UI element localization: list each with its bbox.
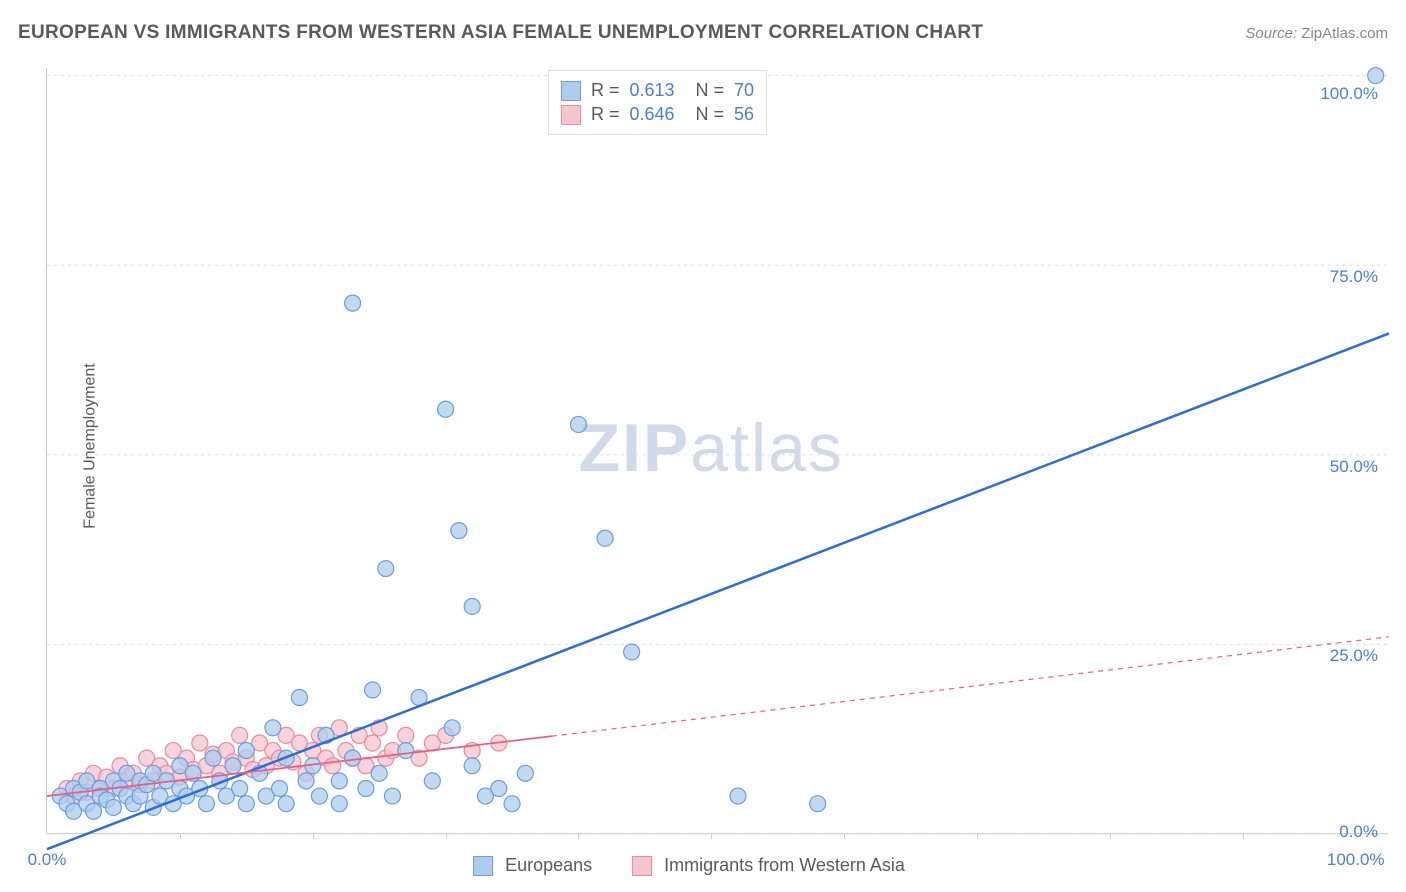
x-tick-label-100: 100.0% (1327, 850, 1385, 870)
legend-n-value: 56 (734, 104, 754, 125)
y-tick-label: 75.0% (1330, 267, 1378, 287)
legend-r-label: R = (591, 80, 620, 101)
legend-top: R = 0.613 N = 70 R = 0.646 N = 56 (548, 70, 767, 135)
header: EUROPEAN VS IMMIGRANTS FROM WESTERN ASIA… (18, 22, 1388, 44)
legend-r-value: 0.613 (630, 80, 686, 101)
legend-label: Immigrants from Western Asia (664, 855, 905, 876)
source-value: ZipAtlas.com (1301, 25, 1388, 42)
legend-bottom: Europeans Immigrants from Western Asia (473, 855, 933, 876)
source-label: Source: (1245, 25, 1297, 42)
legend-swatch (473, 856, 493, 876)
legend-n-label: N = (696, 104, 725, 125)
legend-row: R = 0.646 N = 56 (561, 104, 754, 125)
legend-label: Europeans (505, 855, 592, 876)
x-tick-mark (1110, 833, 1111, 839)
legend-r-label: R = (591, 104, 620, 125)
x-tick-mark (578, 833, 579, 839)
x-tick-mark (711, 833, 712, 839)
y-tick-label: 50.0% (1330, 457, 1378, 477)
legend-n-label: N = (696, 80, 725, 101)
legend-swatch (561, 105, 581, 125)
chart-title: EUROPEAN VS IMMIGRANTS FROM WESTERN ASIA… (18, 22, 983, 44)
legend-swatch (632, 856, 652, 876)
legend-swatch (561, 81, 581, 101)
legend-r-value: 0.646 (630, 104, 686, 125)
x-tick-mark (1243, 833, 1244, 839)
legend-n-value: 70 (734, 80, 754, 101)
x-tick-mark (446, 833, 447, 839)
legend-row: R = 0.613 N = 70 (561, 80, 754, 101)
x-tick-mark (313, 833, 314, 839)
x-tick-mark (180, 833, 181, 839)
source: Source: ZipAtlas.com (1245, 25, 1388, 42)
x-tick-mark (977, 833, 978, 839)
plot-area: ZIPatlas R =0.613N =70R =0.646N =56 0.0%… (46, 68, 1388, 834)
x-tick-label-0: 0.0% (28, 850, 67, 870)
y-tick-label: 100.0% (1320, 84, 1378, 104)
y-tick-label: 0.0% (1339, 822, 1378, 842)
x-tick-mark (844, 833, 845, 839)
chart-svg (47, 68, 1388, 833)
y-tick-label: 25.0% (1330, 646, 1378, 666)
